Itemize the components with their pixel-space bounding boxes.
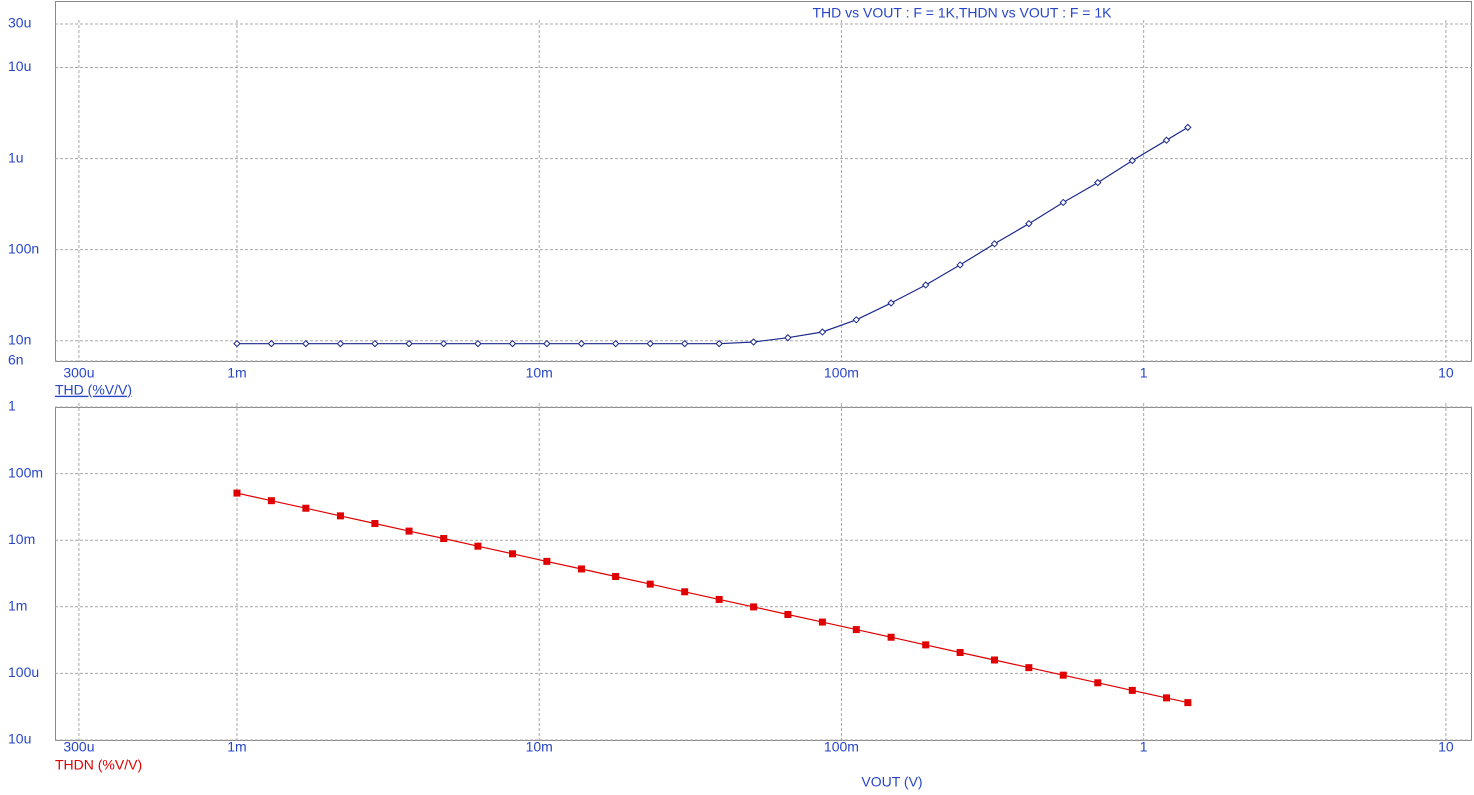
data-point <box>1128 686 1136 694</box>
data-point <box>1094 178 1102 187</box>
data-point <box>680 339 689 348</box>
data-point <box>543 339 551 348</box>
data-point <box>749 338 758 346</box>
y-axis-label: THDN (%V/V) <box>55 757 142 773</box>
y-tick-label: 100n <box>8 240 39 256</box>
x-tick-label: 1m <box>227 739 246 755</box>
data-point <box>233 489 241 497</box>
data-point <box>990 240 999 248</box>
x-tick-label: 10 <box>1438 365 1454 381</box>
data-point <box>1162 136 1171 144</box>
data-point <box>922 641 930 649</box>
data-point <box>405 527 413 535</box>
data-point <box>1025 664 1033 672</box>
data-point <box>1094 679 1102 687</box>
x-tick-label: 1m <box>227 365 246 381</box>
data-point <box>439 339 448 348</box>
data-point <box>784 334 792 342</box>
x-tick-label: 100m <box>824 739 859 755</box>
data-point <box>1184 123 1192 132</box>
top-frame <box>55 1 1472 362</box>
y-tick-label: 10u <box>8 58 31 74</box>
data-point <box>784 610 792 618</box>
y-tick-label: 30u <box>8 15 31 31</box>
data-point <box>646 339 654 348</box>
data-point <box>474 542 482 550</box>
data-point <box>612 573 620 581</box>
data-point <box>302 504 310 512</box>
x-tick-label: 10m <box>526 739 553 755</box>
data-point <box>474 339 482 348</box>
x-tick-label: 300u <box>63 365 94 381</box>
data-point <box>1184 699 1192 707</box>
bottom-frame <box>55 407 1472 741</box>
data-point <box>991 656 999 664</box>
x-tick-label: 100m <box>824 365 859 381</box>
data-point <box>577 565 585 573</box>
data-point <box>336 339 345 348</box>
x-tick-label: 10 <box>1438 739 1454 755</box>
chart-title: THD vs VOUT : F = 1K,THDN vs VOUT : F = … <box>813 5 1113 21</box>
y-tick-label: 10n <box>8 331 31 347</box>
data-point <box>887 633 895 641</box>
x-axis-label: VOUT (V) <box>861 774 922 790</box>
x-tick-label: 1 <box>1140 739 1148 755</box>
data-point <box>509 550 517 558</box>
data-point <box>818 618 826 626</box>
data-point <box>543 557 551 565</box>
y-tick-label: 1 <box>8 398 16 414</box>
data-point <box>1025 219 1033 228</box>
data-point <box>267 497 275 505</box>
data-point <box>750 603 758 611</box>
data-point <box>956 648 964 656</box>
y-tick-label: 1u <box>8 149 24 165</box>
y-tick-label: 10m <box>8 531 35 547</box>
x-tick-label: 300u <box>63 739 94 755</box>
y-tick-label: 6n <box>8 352 24 368</box>
y-axis-label: THD (%V/V) <box>55 382 132 398</box>
data-point <box>818 328 827 336</box>
data-point <box>1162 694 1170 702</box>
data-point <box>852 626 860 634</box>
y-tick-label: 1m <box>8 598 27 614</box>
data-point <box>611 339 620 348</box>
data-point <box>371 520 379 528</box>
data-point <box>371 339 379 348</box>
y-tick-label: 100u <box>8 664 39 680</box>
data-point <box>1128 156 1136 165</box>
data-point <box>1059 198 1067 207</box>
data-point <box>646 580 654 588</box>
data-point <box>956 261 964 269</box>
x-tick-label: 1 <box>1140 365 1148 381</box>
data-point <box>715 339 723 348</box>
data-point <box>233 339 241 348</box>
data-point <box>577 339 586 348</box>
data-point <box>405 339 413 348</box>
x-tick-label: 10m <box>526 365 553 381</box>
data-point <box>852 316 861 324</box>
data-point <box>681 588 689 596</box>
data-point <box>267 339 276 348</box>
data-point <box>302 339 310 348</box>
y-tick-label: 100m <box>8 464 43 480</box>
data-point <box>715 595 723 603</box>
data-point <box>887 299 895 307</box>
data-point <box>440 535 448 543</box>
data-point <box>921 281 930 289</box>
y-tick-label: 10u <box>8 731 31 747</box>
data-point <box>1059 671 1067 679</box>
data-point <box>508 339 517 348</box>
data-point <box>336 512 344 520</box>
